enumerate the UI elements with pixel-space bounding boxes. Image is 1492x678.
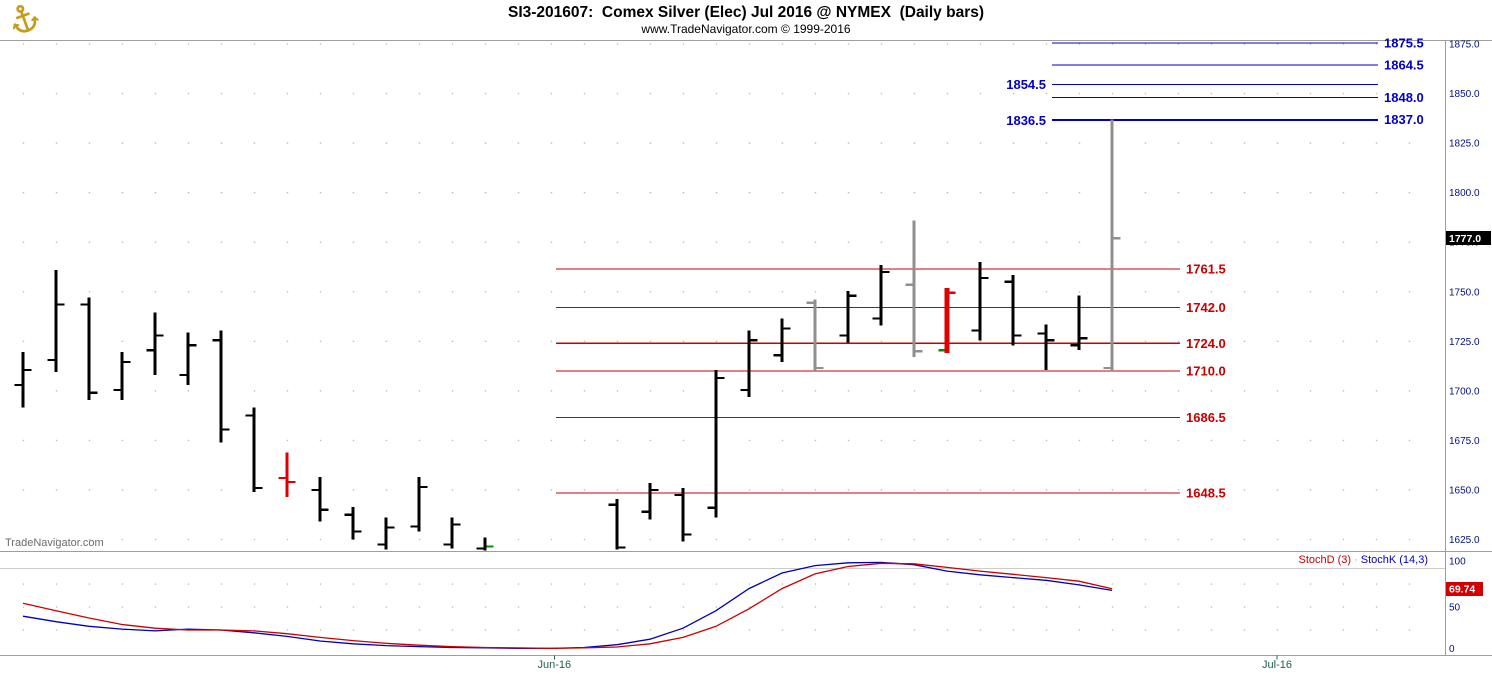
level-lines: 1875.5 1864.5 1854.5 1848.0 1836.5 1837.0 1761…	[556, 36, 1424, 500]
price-bar	[806, 299, 824, 372]
price-tick-label: 1825.0	[1449, 139, 1480, 150]
x-axis-label: Jul-16	[1262, 659, 1292, 671]
price-bar	[377, 517, 395, 550]
price-tick-label: 1850.0	[1449, 89, 1480, 100]
watermark-text: TradeNavigator.com	[5, 537, 104, 549]
stoch-tick-label: 100	[1449, 557, 1466, 568]
price-tick-label: 1650.0	[1449, 485, 1480, 496]
price-bar	[443, 517, 461, 549]
level-label-1848.0: 1848.0	[1384, 90, 1424, 105]
level-label-1864.5: 1864.5	[1384, 57, 1424, 72]
price-bar	[47, 269, 65, 373]
pane-frames	[0, 40, 1492, 656]
level-label-1854.5: 1854.5	[1006, 77, 1046, 92]
stoch-tick-label: 0	[1449, 644, 1455, 655]
stoch-last-value: 69.74	[1449, 584, 1475, 596]
price-bar	[212, 330, 230, 443]
level-label-1875.5: 1875.5	[1384, 36, 1424, 51]
price-tick-label: 1675.0	[1449, 436, 1480, 447]
price-bar	[278, 452, 296, 497]
price-tick-label: 1750.0	[1449, 287, 1480, 298]
price-bar	[971, 262, 989, 341]
price-axis: 1875.01850.01825.01800.01775.01750.01725…	[1446, 40, 1491, 546]
price-tick-label: 1875.0	[1449, 40, 1480, 51]
date-axis: Jun-16 Jul-16	[537, 655, 1292, 671]
price-bars	[14, 119, 1121, 551]
price-bar	[1103, 119, 1121, 372]
price-bar	[938, 287, 956, 354]
price-bar	[839, 290, 857, 343]
anchor-icon	[12, 4, 39, 33]
x-axis-label: Jun-16	[537, 659, 571, 671]
price-bar	[872, 264, 890, 326]
price-bar	[410, 477, 428, 532]
price-bar	[641, 483, 659, 520]
price-tick-label: 1725.0	[1449, 337, 1480, 348]
price-bar	[1037, 324, 1055, 371]
price-bar	[707, 370, 725, 518]
level-label-1648.5: 1648.5	[1186, 485, 1226, 500]
level-label-1686.5: 1686.5	[1186, 410, 1226, 425]
price-tick-label: 1800.0	[1449, 188, 1480, 199]
price-bar	[1070, 295, 1088, 351]
price-bar	[245, 407, 263, 492]
price-bar	[773, 318, 791, 363]
price-bar	[674, 487, 692, 542]
price-tick-label: 1700.0	[1449, 386, 1480, 397]
tradenavigator-logo	[6, 2, 42, 36]
stochk-legend-label[interactable]: StochK (14,3)	[1360, 554, 1428, 566]
price-bar	[80, 297, 98, 400]
level-label-1761.5: 1761.5	[1186, 261, 1226, 276]
legend-separator: ·	[1354, 554, 1358, 566]
price-bar	[1004, 274, 1022, 346]
price-bar	[740, 330, 758, 397]
price-bar	[113, 352, 131, 400]
level-label-1836.5: 1836.5	[1006, 113, 1046, 128]
level-label-1724.0: 1724.0	[1186, 336, 1226, 351]
stoch-tick-label: 50	[1449, 603, 1461, 614]
stochd-legend-label[interactable]: StochD (3)	[1298, 554, 1352, 566]
price-bar	[344, 506, 362, 540]
stochd-line[interactable]	[22, 562, 1113, 650]
price-bar	[179, 332, 197, 385]
stoch-axis: 100 50 0 69.74	[1446, 557, 1483, 655]
price-tick-label: 1625.0	[1449, 535, 1480, 546]
price-bar	[146, 312, 164, 375]
price-bar	[311, 477, 329, 522]
stoch-value-badge	[1446, 581, 1483, 596]
stochastic-pane	[22, 561, 1113, 650]
level-label-1742.0: 1742.0	[1186, 300, 1226, 315]
price-bar	[905, 220, 923, 358]
stoch-legend: StochD (3) · StochK (14,3)	[1298, 554, 1428, 566]
level-label-1837.0: 1837.0	[1384, 112, 1424, 127]
price-bar	[14, 352, 32, 408]
last-price-badge	[1446, 231, 1491, 246]
level-label-1710.0: 1710.0	[1186, 364, 1226, 379]
stochk-line[interactable]	[22, 561, 1113, 650]
price-bar	[608, 498, 626, 550]
last-price-value: 1777.0	[1449, 233, 1481, 245]
price-bar	[476, 537, 494, 551]
